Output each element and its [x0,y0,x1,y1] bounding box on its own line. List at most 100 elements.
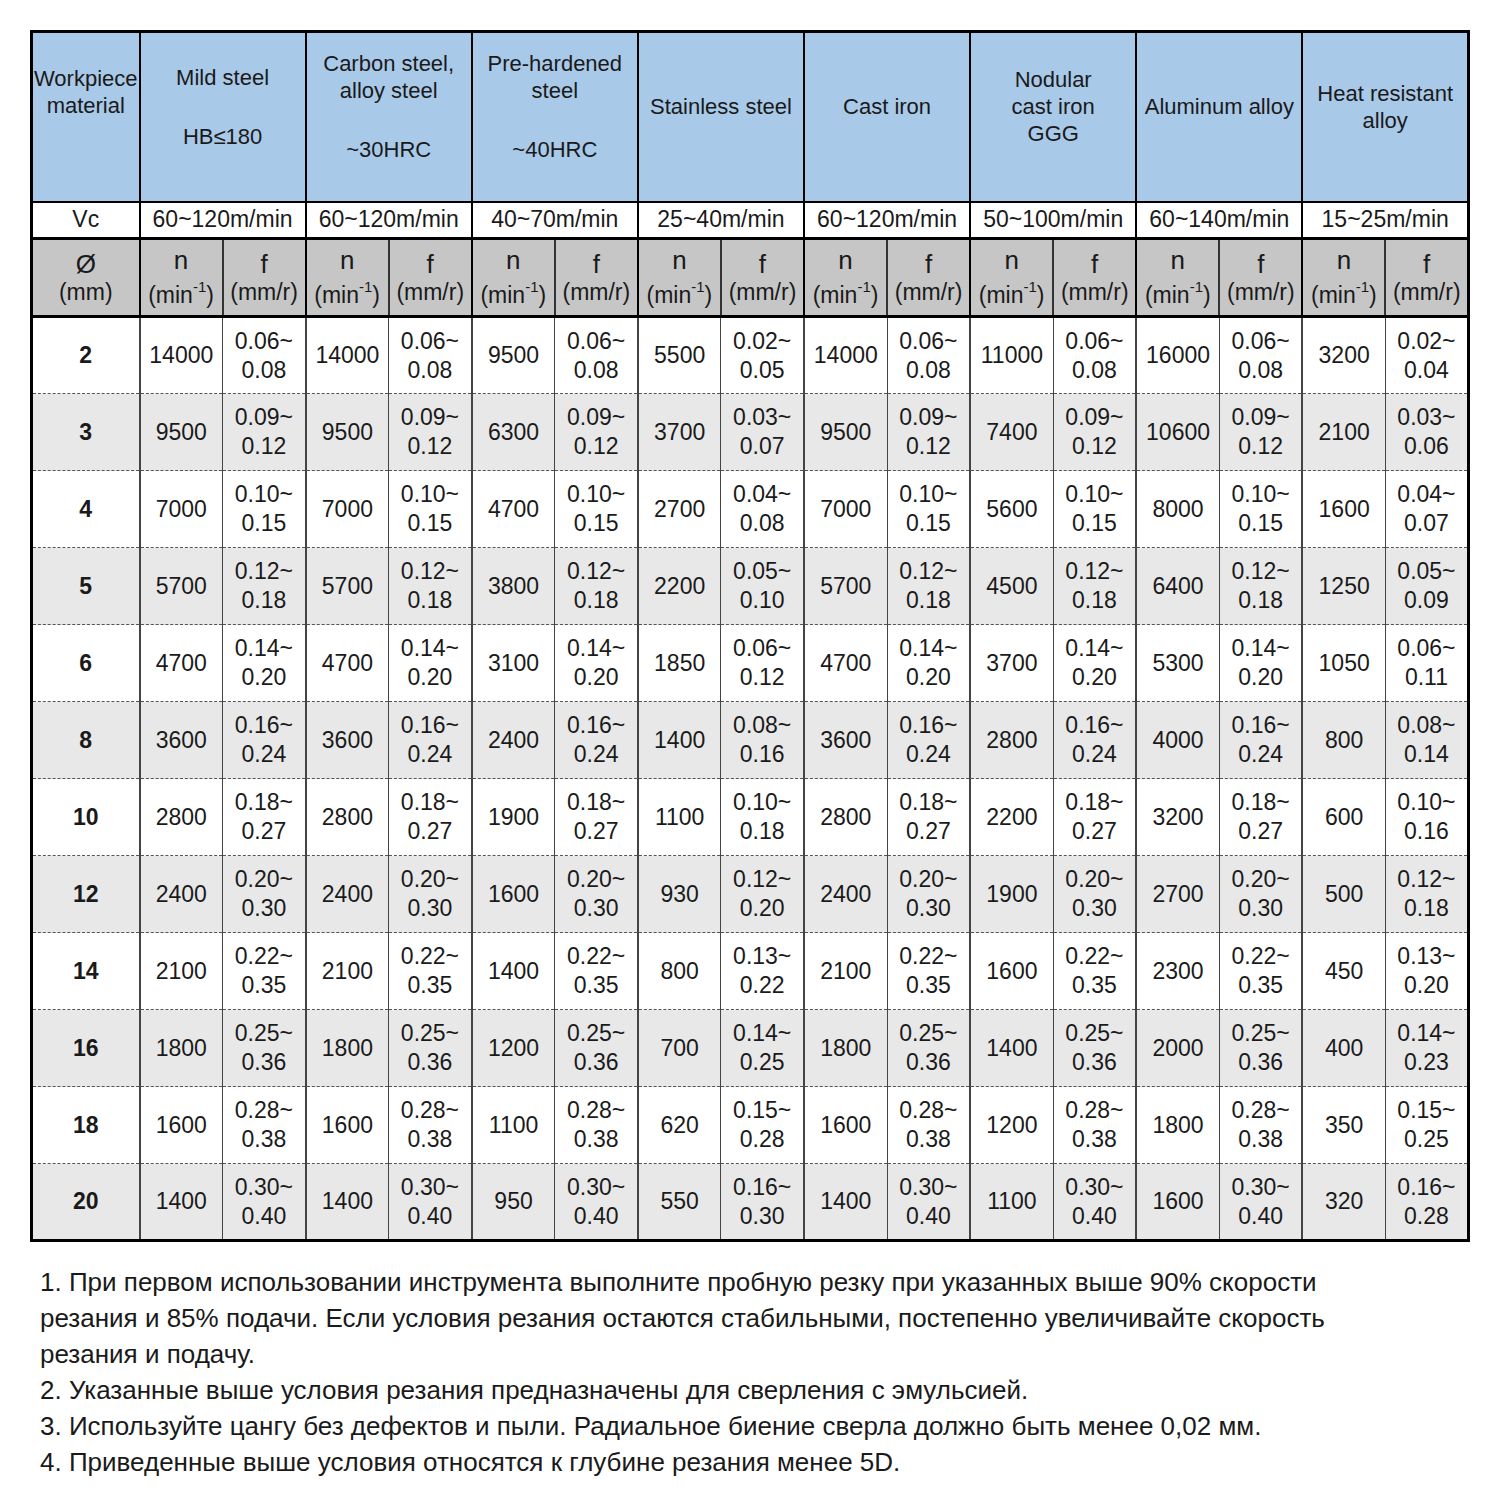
speed-value: 4700 [472,471,555,548]
speed-value: 1200 [472,1010,555,1087]
table-body: 2140000.06~ 0.08140000.06~ 0.0895000.06~… [32,317,1469,1241]
vc-value: 60~120m/min [140,202,306,239]
table-row: 647000.14~ 0.2047000.14~ 0.2031000.14~ 0… [32,625,1469,702]
diameter-value: 14 [32,933,140,1010]
diameter-value: 18 [32,1087,140,1164]
feed-value: 0.02~ 0.04 [1385,317,1468,394]
feed-value: 0.14~ 0.20 [223,625,306,702]
n-label: n [473,246,554,275]
f-label: f [224,250,305,279]
speed-value: 5300 [1136,625,1219,702]
feed-value: 0.10~ 0.18 [721,779,804,856]
n-unit: (min-1) [1303,275,1384,309]
feed-value: 0.14~ 0.20 [1053,625,1136,702]
feed-value: 0.13~ 0.20 [1385,933,1468,1010]
feed-value: 0.06~ 0.08 [1219,317,1302,394]
feed-value: 0.30~ 0.40 [223,1164,306,1241]
feed-value: 0.28~ 0.38 [1053,1087,1136,1164]
feed-value: 0.28~ 0.38 [887,1087,970,1164]
speed-value: 320 [1302,1164,1385,1241]
feed-value: 0.04~ 0.07 [1385,471,1468,548]
feed-value: 0.25~ 0.36 [1219,1010,1302,1087]
speed-column-header: n(min-1) [140,239,223,317]
feed-value: 0.22~ 0.35 [223,933,306,1010]
feed-value: 0.12~ 0.18 [223,548,306,625]
speed-value: 400 [1302,1010,1385,1087]
speed-value: 1800 [140,1010,223,1087]
material-hardness: ~40HRC [473,136,637,163]
material-header: Pre-hardened steel~40HRC [472,32,638,202]
table-header: Workpiece materialMild steelHB≤180Carbon… [32,32,1469,317]
feed-value: 0.16~ 0.24 [389,702,472,779]
table-row: 836000.16~ 0.2436000.16~ 0.2424000.16~ 0… [32,702,1469,779]
table-row: 1816000.28~ 0.3816000.28~ 0.3811000.28~ … [32,1087,1469,1164]
material-header: Stainless steel [638,32,804,202]
vc-value: 50~100m/min [970,202,1136,239]
speed-value: 3700 [970,625,1053,702]
feed-value: 0.25~ 0.36 [223,1010,306,1087]
speed-value: 4500 [970,548,1053,625]
vc-value: 60~120m/min [306,202,472,239]
feed-value: 0.15~ 0.28 [721,1087,804,1164]
speed-value: 14000 [140,317,223,394]
workpiece-material-header: Workpiece material [32,32,140,202]
speed-value: 700 [638,1010,721,1087]
feed-value: 0.18~ 0.27 [887,779,970,856]
speed-value: 1400 [140,1164,223,1241]
speed-value: 2400 [472,702,555,779]
feed-column-header: f(mm/r) [1385,239,1468,317]
speed-value: 8000 [1136,471,1219,548]
feed-value: 0.20~ 0.30 [1219,856,1302,933]
feed-value: 0.30~ 0.40 [389,1164,472,1241]
material-name: Heat resistant alloy [1303,80,1467,134]
feed-value: 0.12~ 0.18 [887,548,970,625]
speed-value: 2800 [306,779,389,856]
feed-value: 0.20~ 0.30 [555,856,638,933]
speed-value: 800 [638,933,721,1010]
speed-value: 10600 [1136,394,1219,471]
feed-value: 0.16~ 0.24 [887,702,970,779]
table-row: 1028000.18~ 0.2728000.18~ 0.2719000.18~ … [32,779,1469,856]
speed-column-header: n(min-1) [1302,239,1385,317]
feed-value: 0.14~ 0.20 [389,625,472,702]
n-label: n [639,246,720,275]
feed-column-header: f(mm/r) [555,239,638,317]
feed-value: 0.25~ 0.36 [555,1010,638,1087]
speed-value: 1800 [1136,1087,1219,1164]
notes-section: 1. При первом использовании инструмента … [40,1264,1480,1480]
f-unit: (mm/r) [1054,279,1135,306]
speed-value: 4000 [1136,702,1219,779]
feed-value: 0.12~ 0.18 [1053,548,1136,625]
speed-value: 1800 [306,1010,389,1087]
feed-value: 0.30~ 0.40 [1053,1164,1136,1241]
speed-value: 14000 [306,317,389,394]
speed-value: 4700 [306,625,389,702]
feed-value: 0.28~ 0.38 [1219,1087,1302,1164]
n-unit: (min-1) [141,275,222,309]
speed-value: 3200 [1302,317,1385,394]
feed-value: 0.25~ 0.36 [1053,1010,1136,1087]
n-unit: (min-1) [473,275,554,309]
diameter-value: 6 [32,625,140,702]
speed-value: 5700 [140,548,223,625]
n-label: n [971,246,1052,275]
f-label: f [1220,250,1301,279]
speed-value: 3200 [1136,779,1219,856]
speed-value: 7000 [140,471,223,548]
speed-column-header: n(min-1) [306,239,389,317]
feed-value: 0.18~ 0.27 [555,779,638,856]
feed-value: 0.18~ 0.27 [389,779,472,856]
vc-value: 15~25m/min [1302,202,1468,239]
feed-value: 0.10~ 0.15 [223,471,306,548]
feed-value: 0.06~ 0.08 [555,317,638,394]
speed-value: 5700 [804,548,887,625]
speed-value: 1600 [1302,471,1385,548]
vc-value: 60~120m/min [804,202,970,239]
n-unit: (min-1) [307,275,388,309]
speed-value: 3600 [140,702,223,779]
note-text: 1. При первом использовании инструмента … [40,1264,1480,1372]
f-unit: (mm/r) [722,279,803,306]
f-label: f [888,250,969,279]
speed-value: 5700 [306,548,389,625]
f-label: f [390,250,471,279]
